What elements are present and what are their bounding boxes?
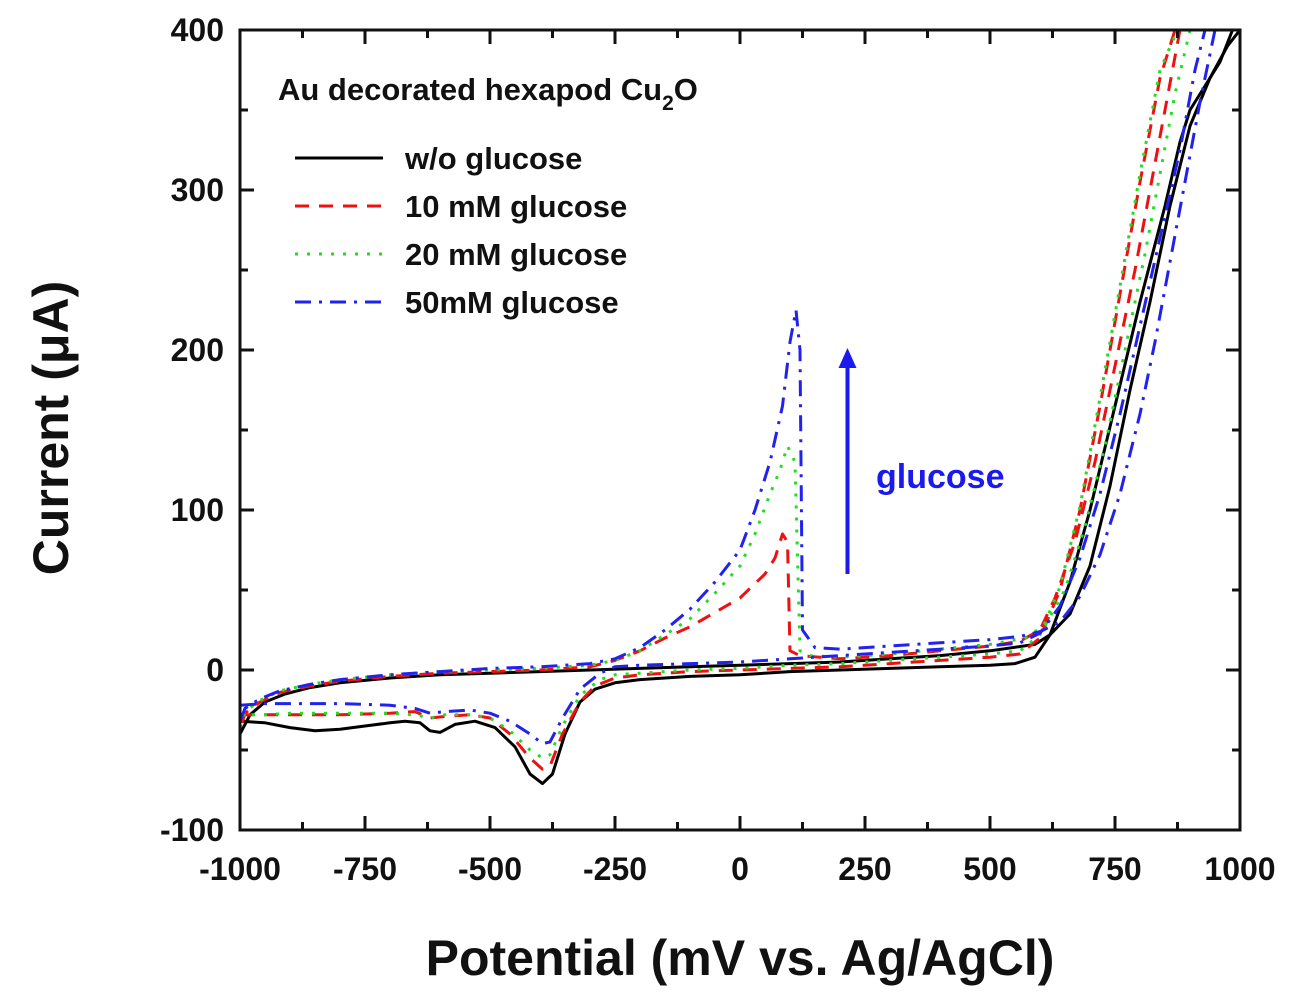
series-1-forward-sweep [240, 30, 1234, 786]
series-3 [240, 30, 1192, 760]
y-axis-title: Current (μA) [23, 281, 79, 575]
x-tick-label: 500 [963, 851, 1016, 887]
y-tick-label: 400 [171, 12, 224, 48]
series-1-backward-sweep [240, 30, 1240, 735]
chart-title-suffix: O [674, 72, 698, 107]
series-2-backward-sweep [240, 30, 1182, 732]
legend-label-3: 20 mM glucose [405, 237, 627, 272]
x-tick-label: -250 [583, 851, 647, 887]
y-tick-label: 200 [171, 332, 224, 368]
y-tick-label: 300 [171, 172, 224, 208]
series-3-backward-sweep [240, 30, 1192, 729]
legend-label-2: 10 mM glucose [405, 189, 627, 224]
series-layer [240, 30, 1240, 786]
x-axis-title: Potential (mV vs. Ag/AgCl) [426, 930, 1055, 986]
legend-label-4: 50mM glucose [405, 285, 619, 320]
x-tick-label: 250 [838, 851, 891, 887]
chart-title-subscript: 2 [662, 92, 674, 115]
legend-label-1: w/o glucose [404, 141, 582, 176]
glucose-annotation: glucose [838, 348, 1004, 574]
glucose-arrow-head [838, 348, 857, 368]
x-tick-label: 750 [1088, 851, 1141, 887]
x-tick-label: 0 [731, 851, 749, 887]
series-3-forward-sweep [240, 30, 1179, 760]
legend: w/o glucose 10 mM glucose 20 mM glucose 50m… [295, 141, 627, 320]
series-4 [240, 30, 1217, 746]
y-tick-label: 100 [171, 492, 224, 528]
y-axis: -100 0 100 200 300 400 [160, 12, 1240, 848]
x-tick-label: -750 [333, 851, 397, 887]
series-4-backward-sweep [240, 30, 1217, 722]
y-tick-label: -100 [160, 812, 224, 848]
series-1 [240, 30, 1240, 786]
x-tick-label: 1000 [1204, 851, 1275, 887]
chart-title: Au decorated hexapod Cu2O [278, 72, 698, 115]
x-tick-label: -500 [458, 851, 522, 887]
chart-title-main: Au decorated hexapod Cu [278, 72, 662, 107]
x-axis: -1000 -750 -500 -250 0 250 500 750 1000 [199, 30, 1276, 887]
series-2 [240, 30, 1182, 771]
x-tick-label: -1000 [199, 851, 281, 887]
series-4-forward-sweep [240, 30, 1207, 746]
glucose-annotation-label: glucose [876, 458, 1004, 496]
plot-frame [238, 28, 1242, 832]
y-tick-label: 0 [206, 652, 224, 688]
